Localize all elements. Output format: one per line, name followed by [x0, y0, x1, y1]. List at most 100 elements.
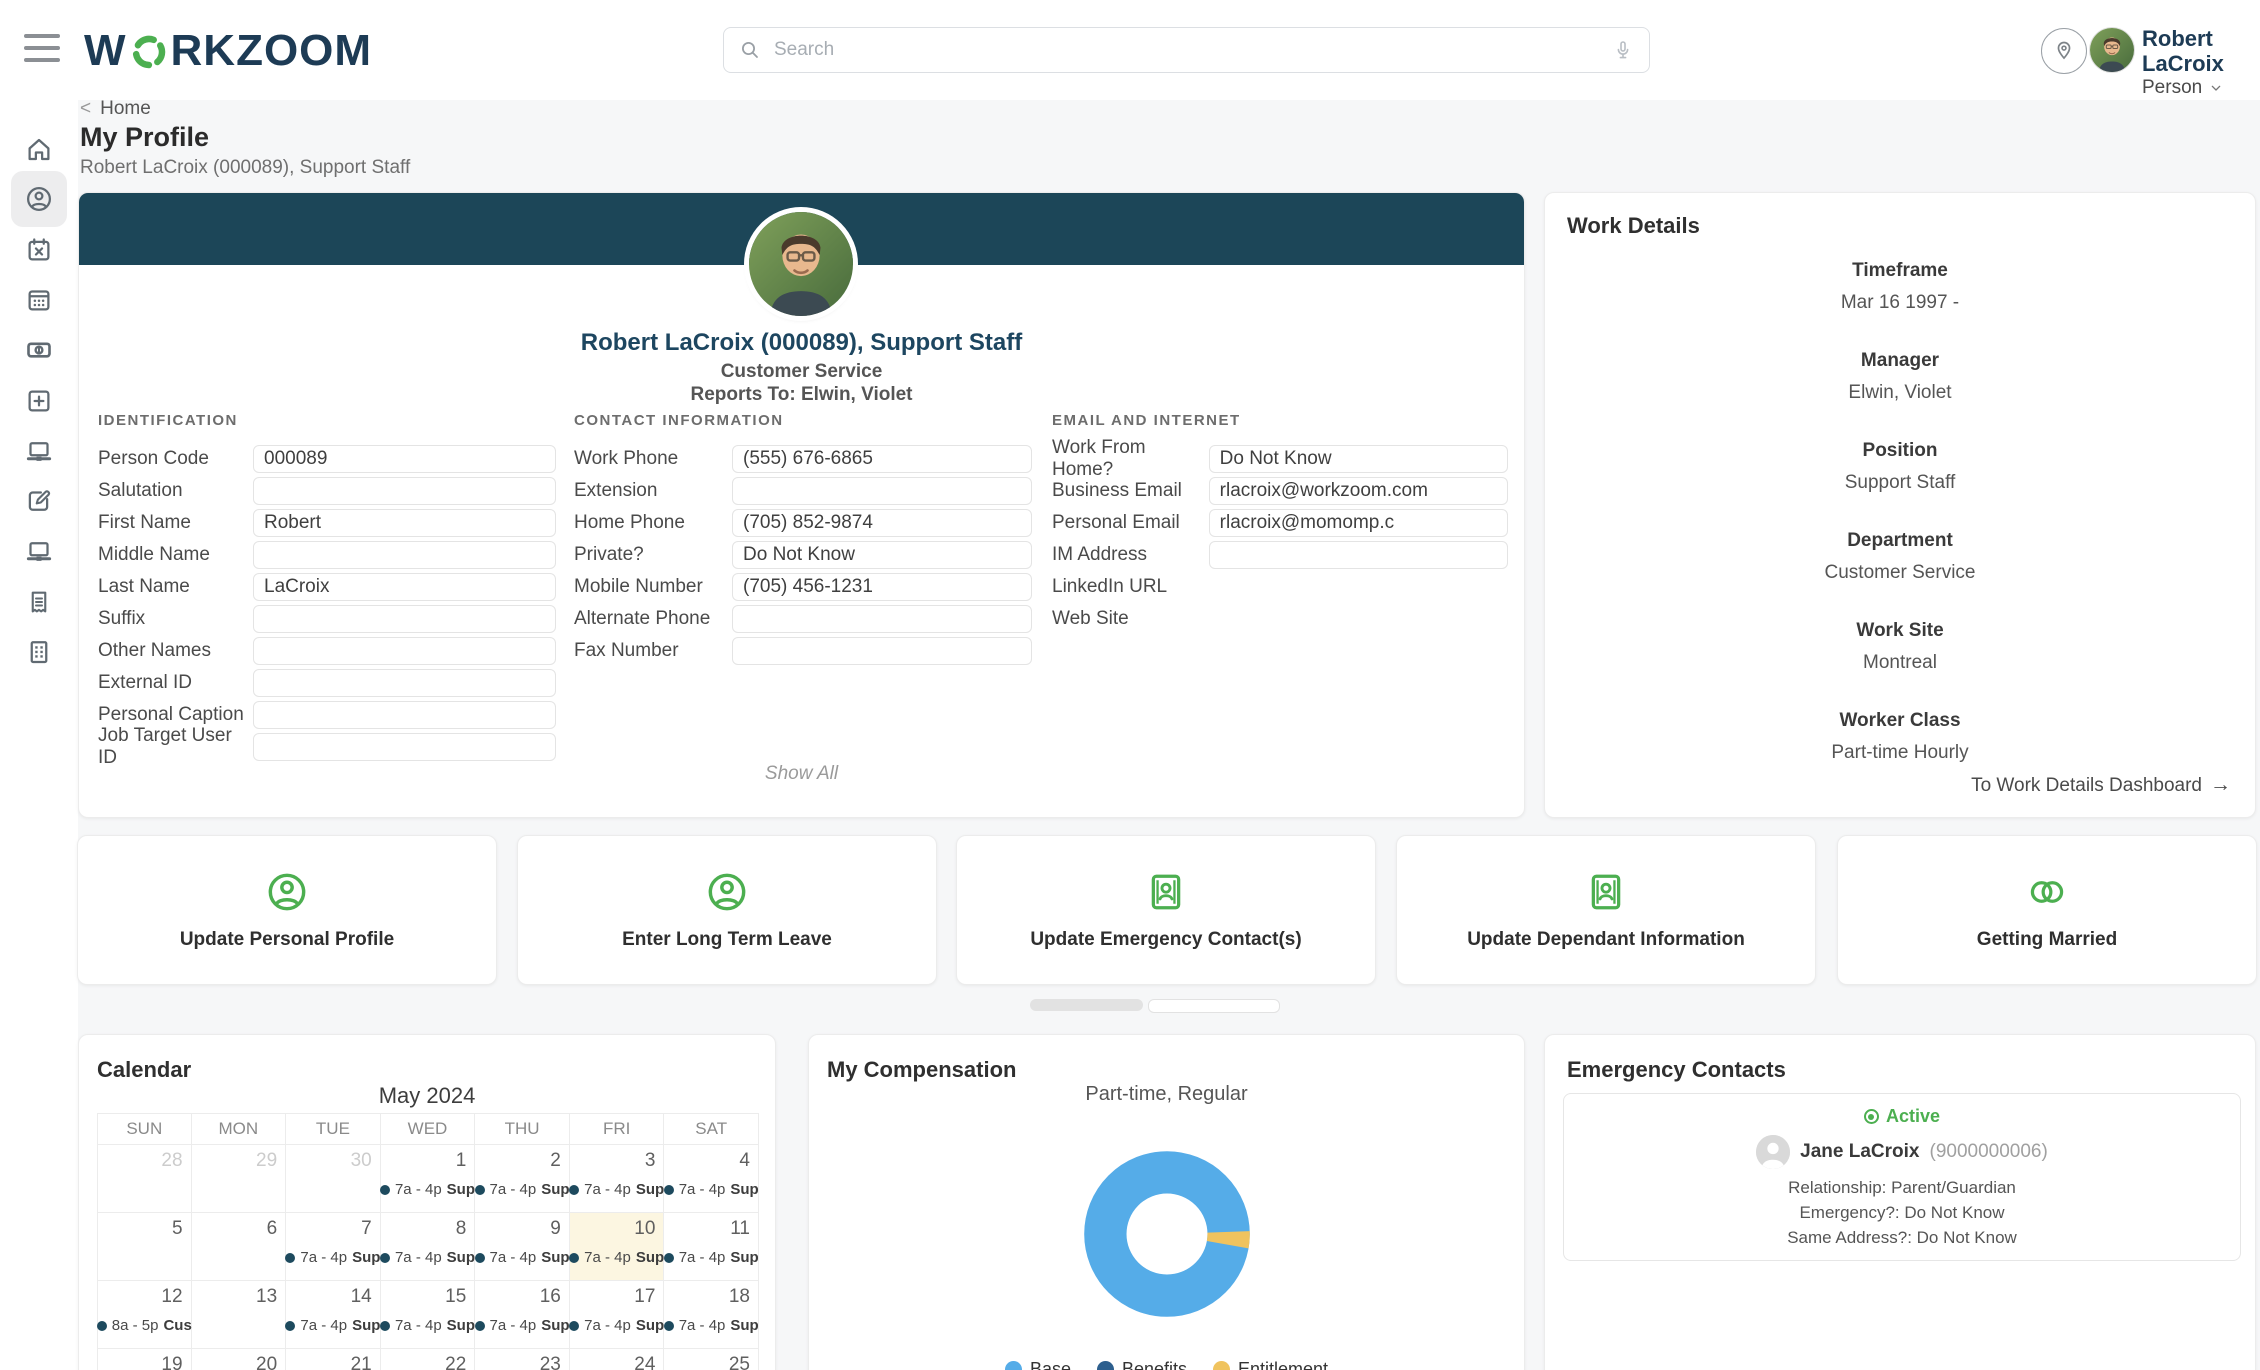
- calendar-day-10[interactable]: 10 7a - 4p Sup: [569, 1213, 665, 1280]
- carousel-page-indicator-active[interactable]: [1030, 999, 1143, 1011]
- sidebar-item-add-new[interactable]: [11, 373, 67, 429]
- status-label: Active: [1885, 1106, 1941, 1126]
- calendar-event[interactable]: 7a - 4p Sup: [379, 1317, 475, 1334]
- action-card-update-personal-profile[interactable]: Update Personal Profile: [77, 835, 497, 985]
- show-all-link[interactable]: Show All: [764, 763, 839, 784]
- calendar-day-11[interactable]: 11 7a - 4p Sup: [663, 1213, 759, 1280]
- calendar-day-5[interactable]: 5: [97, 1213, 192, 1280]
- active-status-icon: [1863, 1109, 1879, 1124]
- sidebar-item-devices[interactable]: [11, 523, 67, 579]
- calendar-event[interactable]: 8a - 5p Cus: [96, 1317, 192, 1334]
- profile-photo[interactable]: [749, 212, 853, 316]
- calendar-day-12[interactable]: 12 8a - 5p Cus: [96, 1281, 192, 1348]
- field-input[interactable]: [253, 541, 556, 569]
- calendar-event[interactable]: 7a - 4p Sup: [285, 1317, 380, 1334]
- sidebar-item-workspace[interactable]: [11, 423, 67, 479]
- calendar-event[interactable]: 7a - 4p Sup: [379, 1249, 475, 1266]
- work-details-dashboard-link[interactable]: To Work Details Dashboard →: [1971, 773, 2231, 797]
- calendar-day-8[interactable]: 8 7a - 4p Sup: [379, 1213, 476, 1280]
- field-input[interactable]: [732, 477, 1032, 505]
- calendar-event[interactable]: 7a - 4p Sup: [569, 1317, 664, 1334]
- sidebar-item-home[interactable]: [11, 121, 67, 177]
- field-input[interactable]: [253, 573, 556, 601]
- calendar-day-22[interactable]: 227a - 4p Sup: [381, 1349, 476, 1370]
- day-number: 12: [161, 1286, 183, 1307]
- field-input[interactable]: [732, 541, 1032, 569]
- calendar-event[interactable]: 7a - 4p Sup: [474, 1181, 570, 1198]
- calendar-event[interactable]: 7a - 4p Sup: [569, 1181, 664, 1198]
- field-input[interactable]: [253, 605, 556, 633]
- calendar-event[interactable]: 7a - 4p Sup: [474, 1317, 570, 1334]
- field-input[interactable]: [1208, 445, 1508, 473]
- calendar-day-4[interactable]: 4 7a - 4p Sup: [663, 1145, 759, 1212]
- field-input[interactable]: [253, 509, 556, 537]
- calendar-event[interactable]: 7a - 4p Sup: [569, 1249, 664, 1266]
- calendar-event[interactable]: 7a - 4p Sup: [285, 1249, 380, 1266]
- action-card-update-emergency-contacts[interactable]: Update Emergency Contact(s): [956, 835, 1376, 985]
- calendar-day-24[interactable]: 247a - 4p Sup: [570, 1349, 665, 1370]
- breadcrumb-home-link[interactable]: Home: [100, 98, 151, 119]
- user-avatar[interactable]: [2090, 28, 2134, 72]
- action-card-getting-married[interactable]: Getting Married: [1837, 835, 2257, 985]
- sidebar-item-schedule[interactable]: [11, 272, 67, 328]
- calendar-day-3[interactable]: 3 7a - 4p Sup: [569, 1145, 665, 1212]
- calendar-day-16[interactable]: 16 7a - 4p Sup: [474, 1281, 570, 1348]
- field-input[interactable]: [253, 701, 556, 729]
- sidebar-item-my-profile[interactable]: [11, 171, 67, 228]
- calendar-day-17[interactable]: 17 7a - 4p Sup: [569, 1281, 665, 1348]
- calendar-event[interactable]: 7a - 4p Sup: [663, 1181, 759, 1198]
- calendar-day-9[interactable]: 9 7a - 4p Sup: [474, 1213, 570, 1280]
- calendar-day-28[interactable]: 28: [97, 1145, 192, 1212]
- field-input[interactable]: [732, 445, 1032, 473]
- calendar-day-29[interactable]: 29: [192, 1145, 287, 1212]
- calendar-event[interactable]: 7a - 4p Sup: [474, 1249, 570, 1266]
- field-input[interactable]: [253, 477, 556, 505]
- action-card-update-dependant-information[interactable]: Update Dependant Information: [1396, 835, 1816, 985]
- calendar-day-23[interactable]: 237a - 4p Sup: [475, 1349, 570, 1370]
- calendar-event[interactable]: 7a - 4p Sup: [663, 1249, 759, 1266]
- sidebar-item-documents[interactable]: [11, 574, 67, 630]
- breadcrumb[interactable]: < Home: [80, 98, 151, 120]
- calendar-day-6[interactable]: 6: [192, 1213, 287, 1280]
- calendar-day-30[interactable]: 30: [286, 1145, 381, 1212]
- field-input[interactable]: [253, 445, 556, 473]
- event-dot-icon: [96, 1320, 107, 1331]
- user-role-dropdown[interactable]: Person: [2142, 76, 2260, 99]
- field-input[interactable]: [732, 637, 1032, 665]
- calendar-event[interactable]: 7a - 4p Sup: [379, 1181, 475, 1198]
- sidebar-item-pay[interactable]: [11, 322, 67, 378]
- field-input[interactable]: [732, 509, 1032, 537]
- field-input[interactable]: [732, 573, 1032, 601]
- field-input[interactable]: [253, 733, 556, 761]
- microphone-icon[interactable]: [1611, 38, 1635, 62]
- location-pin-button[interactable]: [2041, 28, 2087, 74]
- calendar-day-7[interactable]: 7 7a - 4p Sup: [285, 1213, 381, 1280]
- sidebar-item-compose[interactable]: [11, 473, 67, 529]
- carousel-page-indicator[interactable]: [1148, 999, 1280, 1013]
- calendar-event[interactable]: 7a - 4p Sup: [663, 1317, 759, 1334]
- sidebar-item-organization[interactable]: [11, 624, 67, 680]
- event-dot-icon: [663, 1320, 674, 1331]
- calendar-day-20[interactable]: 20: [192, 1349, 287, 1370]
- field-input[interactable]: [253, 637, 556, 665]
- hamburger-menu-icon[interactable]: [24, 34, 60, 62]
- calendar-day-18[interactable]: 18 7a - 4p Sup: [663, 1281, 759, 1348]
- event-dot-icon: [474, 1184, 485, 1195]
- calendar-day-14[interactable]: 14 7a - 4p Sup: [285, 1281, 381, 1348]
- search-input[interactable]: [772, 38, 1611, 62]
- field-input[interactable]: [1208, 541, 1508, 569]
- calendar-day-15[interactable]: 15 7a - 4p Sup: [379, 1281, 476, 1348]
- calendar-day-13[interactable]: 13: [192, 1281, 287, 1348]
- field-input[interactable]: [1208, 477, 1508, 505]
- field-input[interactable]: [253, 669, 556, 697]
- calendar-day-19[interactable]: 19: [97, 1349, 192, 1370]
- field-input[interactable]: [1208, 509, 1508, 537]
- field-input[interactable]: [732, 605, 1032, 633]
- sidebar-item-time-off[interactable]: [11, 222, 67, 278]
- emergency-contact-card[interactable]: Active Jane LaCroix (9000000006) Relatio…: [1563, 1093, 2241, 1261]
- calendar-day-2[interactable]: 2 7a - 4p Sup: [474, 1145, 570, 1212]
- action-card-enter-long-term-leave[interactable]: Enter Long Term Leave: [517, 835, 937, 985]
- calendar-day-1[interactable]: 1 7a - 4p Sup: [379, 1145, 476, 1212]
- calendar-day-21[interactable]: 217a - 4p Sup: [286, 1349, 381, 1370]
- calendar-day-25[interactable]: 257a - 4p Sup: [664, 1349, 759, 1370]
